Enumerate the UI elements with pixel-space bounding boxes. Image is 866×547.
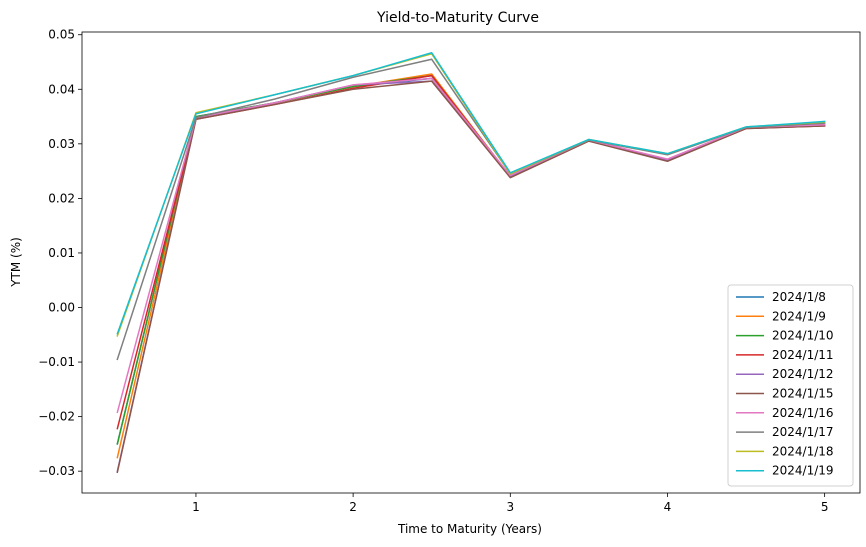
- legend-entry-label: 2024/1/12: [772, 367, 834, 381]
- series-layer: [116, 51, 826, 474]
- chart-title: Yield-to-Maturity Curve: [376, 10, 539, 26]
- legend-entry-label: 2024/1/17: [772, 425, 834, 439]
- y-axis: −0.03 −0.02 −0.01 0.00 0.01 0.02 0.03 0.04 0.05: [38, 28, 82, 478]
- series-line-2024-1-17: [116, 58, 826, 361]
- legend-entry-label: 2024/1/15: [772, 387, 834, 401]
- y-tick-label: 0.02: [48, 191, 75, 205]
- x-tick-label: 4: [664, 500, 672, 514]
- x-axis-label: Time to Maturity (Years): [397, 522, 542, 536]
- y-tick-label: 0.00: [48, 301, 75, 315]
- legend-entry-label: 2024/1/18: [772, 444, 834, 458]
- legend: 2024/1/8 2024/1/9 2024/1/10 2024/1/11 2024/1…: [727, 284, 854, 487]
- legend-entry-label: 2024/1/10: [772, 329, 834, 343]
- legend-entry-label: 2024/1/11: [772, 348, 834, 362]
- y-tick-label: −0.02: [38, 410, 75, 424]
- x-tick-label: 2: [349, 500, 357, 514]
- legend-entry-label: 2024/1/16: [772, 406, 834, 420]
- series-line-2024-1-15: [116, 80, 826, 474]
- y-tick-label: 0.05: [48, 28, 75, 42]
- x-tick-label: 1: [192, 500, 200, 514]
- x-axis: 1 2 3 4 5: [192, 493, 828, 514]
- y-tick-label: −0.03: [38, 464, 75, 478]
- plot-frame: [81, 31, 861, 494]
- y-tick-label: 0.03: [48, 137, 75, 151]
- y-tick-label: 0.01: [48, 246, 75, 260]
- x-tick-label: 5: [821, 500, 829, 514]
- legend-entry-label: 2024/1/8: [772, 290, 826, 304]
- legend-entry-label: 2024/1/19: [772, 464, 834, 478]
- y-tick-label: −0.01: [38, 355, 75, 369]
- series-line-2024-1-16: [116, 77, 826, 414]
- legend-entry-label: 2024/1/9: [772, 309, 826, 323]
- series-line-2024-1-19: [116, 51, 826, 335]
- y-axis-label: YTM (%): [9, 237, 23, 288]
- x-tick-label: 3: [506, 500, 514, 514]
- y-tick-label: 0.04: [48, 82, 75, 96]
